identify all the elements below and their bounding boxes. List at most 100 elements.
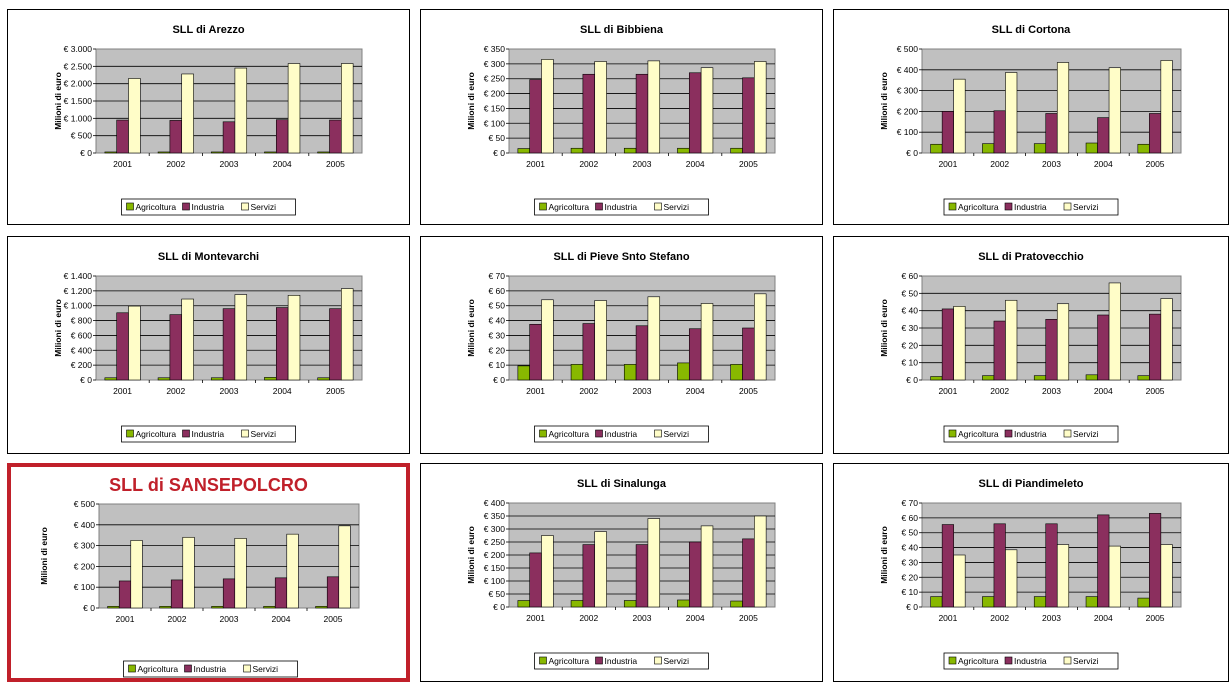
- legend-swatch-agricoltura: [948, 656, 957, 665]
- legend: [534, 425, 709, 443]
- bar-industria-2005: [742, 538, 755, 608]
- bar-servizi-2003: [1056, 303, 1070, 381]
- chart-svg: SLL di Bibbiena € 0 € 50 € 100 € 150 € 200 € 2…: [466, 24, 776, 216]
- bar-agricoltura-2003: [210, 151, 224, 154]
- y-tick-label: € 300: [897, 86, 919, 96]
- y-tick-label: € 800: [71, 316, 93, 326]
- x-tick-label: 2005: [324, 614, 343, 624]
- bar-servizi-2001: [953, 554, 966, 608]
- y-tick-label: € 10: [901, 358, 918, 368]
- legend-label-agricoltura: Agricoltura: [136, 429, 177, 439]
- legend-label-servizi: Servizi: [664, 202, 690, 212]
- y-tick-label: € 200: [71, 360, 93, 370]
- bar-industria-2003: [222, 578, 236, 609]
- bar-agricoltura-2005: [317, 377, 330, 381]
- legend-label-agricoltura: Agricoltura: [958, 656, 999, 666]
- bar-industria-2002: [993, 320, 1006, 381]
- x-tick-label: 2004: [1094, 386, 1113, 396]
- bar-servizi-2001: [953, 306, 966, 381]
- x-tick-label: 2002: [166, 386, 185, 396]
- legend-swatch-industria: [182, 202, 190, 211]
- bar-industria-2001: [941, 111, 954, 154]
- bar-agricoltura-2002: [570, 600, 584, 608]
- bar-servizi-2002: [182, 536, 195, 609]
- legend-swatch-industria: [182, 429, 190, 438]
- bar-agricoltura-2004: [264, 377, 277, 381]
- bar-industria-2004: [688, 541, 702, 608]
- bar-agricoltura-2003: [623, 364, 637, 381]
- y-tick-label: € 1.400: [64, 271, 93, 281]
- bar-agricoltura-2003: [211, 606, 224, 609]
- x-tick-label: 2003: [1042, 386, 1061, 396]
- bar-agricoltura-2003: [1033, 596, 1047, 608]
- bar-agricoltura-2001: [104, 377, 117, 381]
- y-tick-label: € 100: [484, 118, 506, 128]
- bar-industria-2003: [1045, 523, 1058, 608]
- x-tick-label: 2004: [273, 386, 292, 396]
- legend-label-industria: Industria: [1014, 656, 1047, 666]
- y-tick-label: € 20: [901, 572, 918, 582]
- y-tick-label: € 60: [901, 513, 918, 523]
- legend-swatch-agricoltura: [539, 656, 547, 665]
- y-axis-label: Milioni di euro: [879, 72, 889, 130]
- chart-title: SLL di Bibbiena: [580, 24, 664, 36]
- bar-agricoltura-2001: [517, 365, 530, 381]
- bar-servizi-2005: [338, 525, 351, 609]
- bar-servizi-2004: [700, 525, 714, 608]
- y-tick-label: € 40: [901, 306, 918, 316]
- x-tick-label: 2001: [526, 613, 545, 623]
- legend-label-industria: Industria: [1014, 429, 1047, 439]
- y-tick-label: € 150: [484, 103, 506, 113]
- chart-svg: SLL di Arezzo € 0 € 500 € 1.000 € 1.500 € 2.0…: [53, 24, 363, 216]
- chart-svg: SLL di Montevarchi € 0 € 200 € 400 € 600 € 80…: [53, 251, 363, 443]
- y-axis-label: Milioni di euro: [879, 299, 889, 357]
- bar-industria-2003: [635, 73, 649, 154]
- x-tick-label: 2001: [938, 613, 957, 623]
- bar-industria-2004: [688, 72, 702, 154]
- bar-servizi-2002: [181, 298, 194, 381]
- bar-servizi-2001: [128, 305, 141, 381]
- legend-label-industria: Industria: [605, 202, 638, 212]
- bar-industria-2001: [529, 79, 542, 154]
- x-tick-label: 2001: [526, 386, 545, 396]
- x-tick-label: 2004: [686, 613, 705, 623]
- bar-servizi-2001: [541, 299, 554, 381]
- bar-industria-2004: [688, 328, 702, 381]
- bar-agricoltura-2004: [1085, 596, 1098, 608]
- bar-agricoltura-2005: [317, 151, 330, 154]
- legend: [534, 652, 709, 670]
- y-tick-label: € 50: [488, 301, 505, 311]
- bar-agricoltura-2003: [623, 600, 637, 608]
- y-axis-label: Milioni di euro: [466, 72, 476, 130]
- x-tick-label: 2002: [990, 386, 1009, 396]
- legend-swatch-servizi: [243, 664, 251, 673]
- bar-industria-2002: [993, 523, 1006, 608]
- bar-industria-2004: [1097, 117, 1110, 154]
- y-tick-label: € 200: [484, 550, 506, 560]
- legend-swatch-agricoltura: [128, 664, 136, 673]
- legend-label-servizi: Servizi: [1073, 202, 1099, 212]
- bar-agricoltura-2004: [677, 599, 690, 608]
- legend-swatch-servizi: [654, 202, 662, 211]
- y-tick-label: € 100: [484, 576, 506, 586]
- bar-servizi-2004: [700, 67, 714, 154]
- y-tick-label: € 3.000: [64, 44, 93, 54]
- chart-svg: SLL di Pratovecchio € 0 € 10 € 20 € 30 € 40 € …: [879, 251, 1182, 443]
- bar-servizi-2003: [647, 60, 661, 154]
- bar-industria-2001: [529, 323, 542, 381]
- y-tick-label: € 30: [901, 323, 918, 333]
- bar-industria-2002: [582, 73, 596, 154]
- y-tick-label: € 200: [484, 89, 506, 99]
- bar-agricoltura-2001: [517, 600, 530, 608]
- y-tick-label: € 200: [74, 561, 96, 571]
- chart-panel-sinalunga: SLL di Sinalunga € 0 € 50 € 100 € 150 € 200 € …: [420, 463, 823, 682]
- y-tick-label: € 150: [484, 563, 506, 573]
- chart-title: SLL di Arezzo: [172, 24, 244, 36]
- bar-agricoltura-2005: [1137, 597, 1150, 608]
- legend-swatch-industria: [1004, 429, 1013, 438]
- y-tick-label: € 400: [897, 65, 919, 75]
- legend-swatch-servizi: [1063, 429, 1072, 438]
- bar-servizi-2001: [128, 78, 141, 154]
- y-tick-label: € 1.000: [64, 301, 93, 311]
- y-tick-label: € 40: [488, 316, 505, 326]
